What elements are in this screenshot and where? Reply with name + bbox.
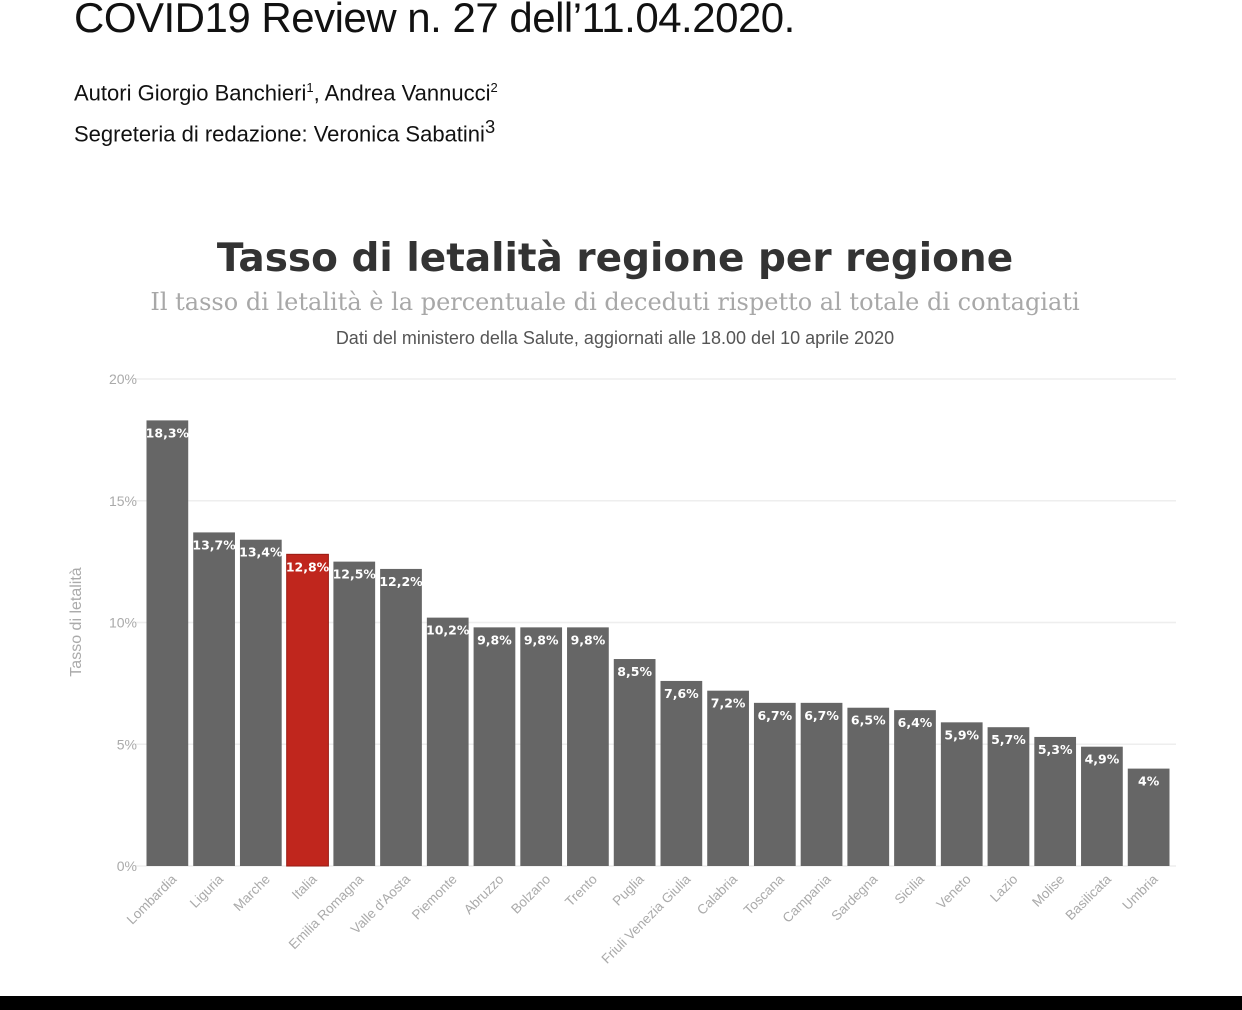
author2-name: , Andrea Vannucci: [313, 80, 491, 106]
author1-superscript: 1: [306, 80, 314, 95]
bar: [193, 532, 235, 866]
bars: [146, 420, 1170, 867]
bar: [753, 702, 796, 866]
secretary-line: Segreteria di redazione: Veronica Sabati…: [74, 113, 495, 148]
chart-source: Dati del ministero della Salute, aggiorn…: [335, 328, 895, 348]
x-tick-label: Campania: [780, 871, 834, 925]
data-label: 9,8%: [571, 632, 606, 647]
x-tick-label: Toscana: [741, 871, 788, 918]
secretary-superscript: 3: [484, 116, 496, 137]
x-tick-label: Basilicata: [1063, 871, 1115, 923]
x-tick-label: Friuli Venezia Giulia: [599, 871, 694, 966]
data-labels: 18,3% 13,7% 13,4%12,8% 12,5% 12,2% 10,2% 9,8% 9…: [146, 425, 1160, 788]
data-label: 7,6%: [664, 686, 699, 701]
y-tick-label: 0%: [117, 858, 137, 874]
data-label: 13,4%: [239, 545, 283, 560]
data-label: 6,7%: [804, 708, 839, 723]
y-tick-label: 15%: [109, 493, 137, 509]
bar: [707, 690, 749, 866]
x-tick-label: Veneto: [934, 872, 974, 912]
y-axis-ticks: 0% 5% 10% 15% 20%: [109, 371, 137, 874]
data-label: 5,9%: [944, 727, 979, 742]
authors-label: Autori Giorgio Banchieri: [74, 80, 307, 106]
bar: [426, 617, 469, 866]
bar: [1081, 746, 1123, 866]
data-label: 12,2%: [379, 574, 423, 589]
chart-title: Tasso di letalità regione per regione: [216, 236, 1014, 281]
x-tick-label: Lazio: [987, 872, 1020, 905]
author2-superscript: 2: [490, 80, 498, 95]
bar: [940, 722, 983, 866]
bar: [1127, 768, 1170, 866]
bar: [847, 707, 890, 866]
bar: [239, 539, 282, 866]
data-label: 4,9%: [1085, 752, 1120, 767]
bar: [800, 702, 843, 866]
bar: [613, 659, 656, 866]
data-label: 6,7%: [757, 708, 792, 723]
x-tick-label: Marche: [231, 872, 273, 914]
data-label: 8,5%: [617, 664, 652, 679]
x-tick-label: Puglia: [610, 871, 647, 908]
data-label: 6,4%: [898, 715, 933, 730]
data-label: 5,7%: [991, 732, 1026, 747]
bar: [567, 627, 609, 866]
bar: [380, 568, 422, 866]
data-label: 5,3%: [1038, 742, 1073, 757]
bar: [1034, 736, 1077, 866]
x-tick-label: Sardegna: [828, 871, 880, 923]
bar: [894, 710, 936, 866]
x-tick-label: Sicilia: [892, 871, 928, 907]
y-axis-label: Tasso di letalità: [68, 567, 85, 676]
x-tick-label: Bolzano: [508, 872, 553, 917]
bar: [286, 553, 329, 867]
x-tick-label: Liguria: [187, 871, 227, 911]
y-tick-label: 5%: [117, 736, 137, 752]
x-tick-label: Molise: [1029, 872, 1067, 910]
bar: [520, 627, 563, 866]
chart-subtitle: Il tasso di letalità è la percentuale di…: [150, 288, 1080, 316]
bar: [987, 727, 1030, 866]
y-tick-label: 20%: [109, 371, 137, 387]
x-tick-label: Abruzzo: [461, 872, 507, 918]
bar: [146, 420, 189, 866]
x-tick-label: Lombardia: [124, 871, 180, 927]
data-label: 18,3%: [146, 425, 190, 440]
x-tick-label: Umbria: [1119, 871, 1161, 913]
bottom-black-band: [0, 996, 1242, 1010]
data-label: 4%: [1138, 774, 1160, 789]
data-label: 10,2%: [426, 623, 470, 638]
x-tick-label: Piemonte: [409, 872, 460, 923]
bar: [333, 561, 376, 866]
bar: [473, 627, 516, 866]
document-title: COVID19 Review n. 27 dell’11.04.2020.: [74, 0, 795, 41]
data-label: 9,8%: [524, 632, 559, 647]
authors-line: Autori Giorgio Banchieri1, Andrea Vannuc…: [74, 74, 498, 107]
x-tick-label: Trento: [562, 872, 600, 910]
data-label: 9,8%: [477, 632, 512, 647]
data-label: 12,5%: [333, 567, 377, 582]
bar: [660, 680, 703, 866]
x-tick-label: Calabria: [694, 871, 741, 918]
data-label: 12,8%: [286, 559, 330, 574]
y-tick-label: 10%: [109, 615, 137, 631]
data-label: 6,5%: [851, 713, 886, 728]
data-label: 13,7%: [192, 537, 236, 552]
data-label: 7,2%: [711, 696, 746, 711]
secretary-label: Segreteria di redazione: Veronica Sabati…: [74, 121, 485, 147]
x-tick-label: Italia: [289, 871, 320, 902]
